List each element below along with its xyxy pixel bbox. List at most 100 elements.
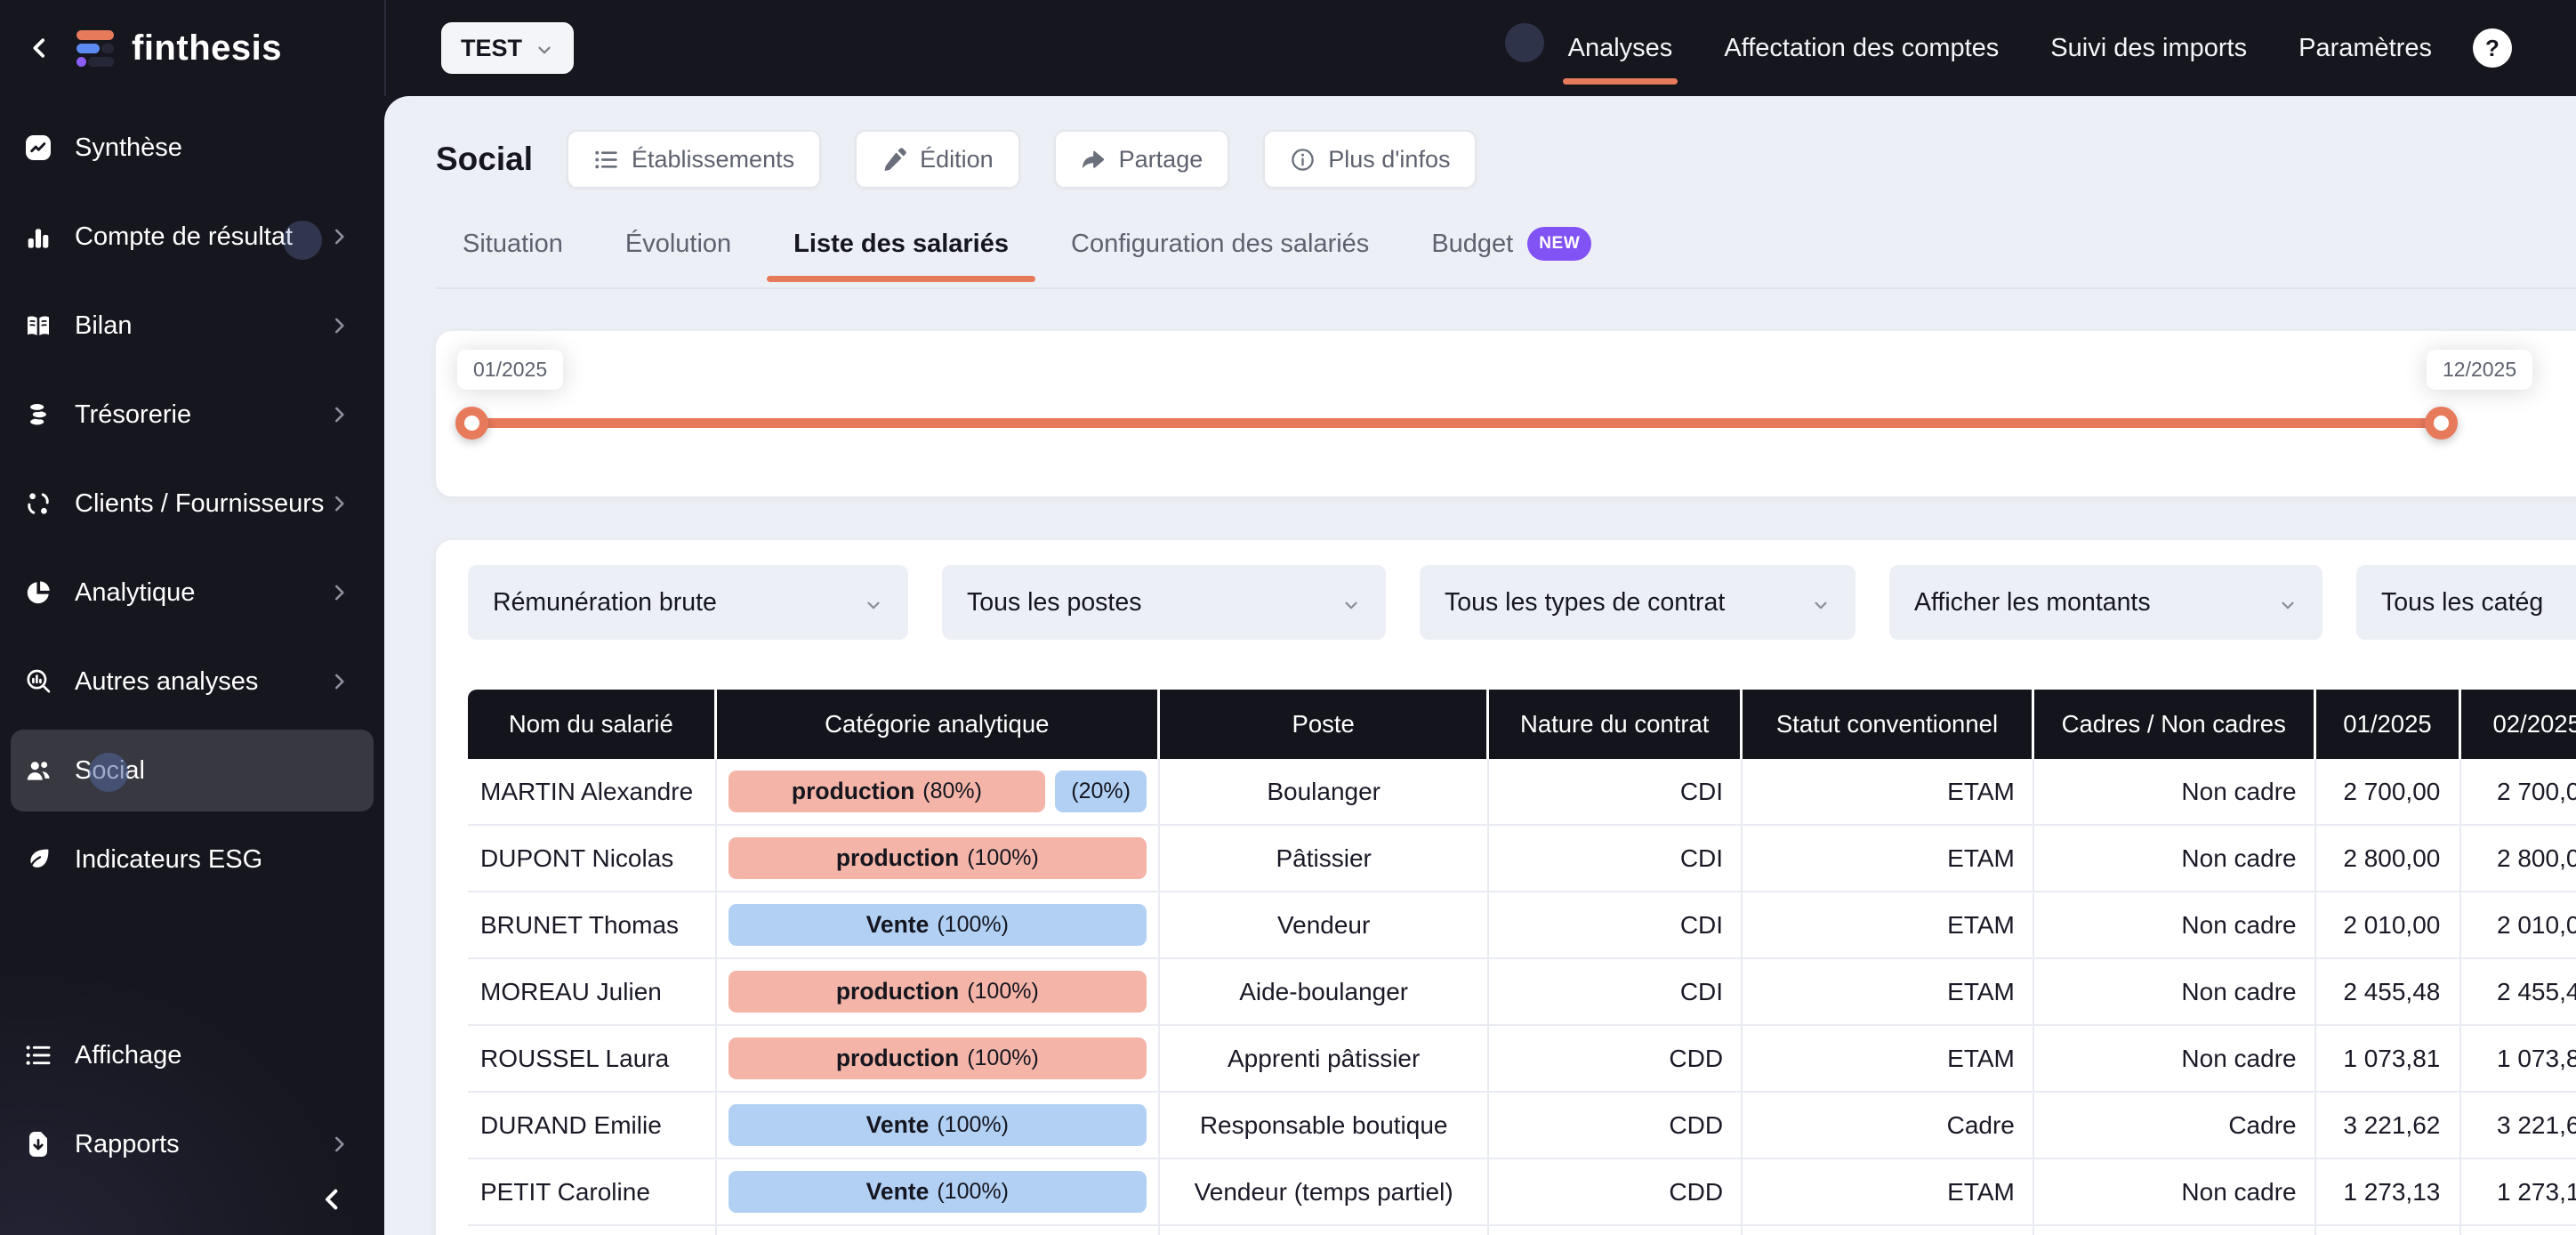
pen-icon	[881, 147, 907, 173]
period-end-label: 12/2025	[2427, 350, 2533, 390]
nav-item-parametres[interactable]: Paramètres	[2298, 33, 2432, 62]
back-chevron-icon[interactable]	[27, 35, 53, 61]
company-selector[interactable]: TEST	[441, 22, 575, 74]
period-slider-track[interactable]	[455, 407, 2458, 440]
tab-label: Liste des salariés	[793, 229, 1009, 258]
cell-amount: 1 273,13	[2461, 1159, 2576, 1226]
category-badge: production (80%)	[728, 771, 1046, 812]
sidebar-item-synthese[interactable]: Synthèse	[11, 107, 374, 189]
sidebar-item-affichage[interactable]: Affichage	[11, 1014, 374, 1096]
action-button-label: Établissements	[632, 145, 795, 173]
sidebar-item-rapports[interactable]: Rapports	[11, 1103, 374, 1185]
cell-poste: Vendeur	[1159, 892, 1490, 959]
cell-statut: ETAM	[1743, 759, 2034, 826]
tabs-bar: Situation Évolution Liste des salariés Conf…	[436, 227, 2576, 289]
filter-label: Tous les postes	[967, 587, 1142, 617]
cell-cadre: Cadre	[2033, 1093, 2316, 1159]
bar-chart-icon	[24, 222, 52, 251]
sidebar-item-analytique[interactable]: Analytique	[11, 552, 374, 634]
collapse-sidebar-chevron-icon[interactable]	[318, 1185, 347, 1214]
tab-label: Situation	[463, 229, 563, 258]
filter-select-afficher-les-montants[interactable]: Afficher les montants	[1889, 565, 2322, 640]
coins-icon	[24, 400, 52, 429]
plus-d-infos-button[interactable]: Plus d'infos	[1263, 130, 1477, 189]
cell-amount: 2 010,00	[2461, 892, 2576, 959]
category-badge-percent: (100%)	[937, 1179, 1009, 1204]
chevron-down-icon	[864, 593, 883, 612]
chevron-down-icon	[1341, 593, 1361, 612]
cell-contract-type: CDI	[1489, 826, 1743, 892]
table-row-partial	[468, 1226, 2576, 1235]
report-icon	[24, 1130, 52, 1158]
nav-item-analyses[interactable]: Analyses	[1562, 0, 1678, 96]
nav-item-suivi-des-imports[interactable]: Suivi des imports	[2050, 33, 2248, 62]
cell-amount: 2 455,48	[2315, 959, 2462, 1026]
employees-table-card: Rémunération brute Tous les postes Tous le…	[436, 540, 2576, 1235]
category-badge-percent: (100%)	[967, 845, 1039, 870]
cell-empty	[716, 1226, 1160, 1235]
nav-item-affectation-des-comptes[interactable]: Affectation des comptes	[1724, 33, 2000, 62]
cell-statut: Cadre	[1743, 1093, 2034, 1159]
column-header-nature-du-contrat: Nature du contrat	[1489, 690, 1743, 759]
filter-select-tous-les-postes[interactable]: Tous les postes	[942, 565, 1386, 640]
cell-cadre: Non cadre	[2033, 959, 2316, 1026]
tab-configuration-des-salaries[interactable]: Configuration des salariés	[1069, 227, 1371, 287]
sidebar-item-compte-de-resultat[interactable]: Compte de résultat	[11, 196, 374, 278]
sidebar-item-label: Bilan	[75, 311, 133, 340]
sidebar-item-label: Autres analyses	[75, 666, 259, 696]
topbar-brand-section: finthesis	[0, 0, 384, 96]
tab-situation[interactable]: Situation	[461, 227, 565, 287]
sidebar-item-bilan[interactable]: Bilan	[11, 285, 374, 367]
sidebar-item-autres-analyses[interactable]: Autres analyses	[11, 641, 374, 722]
cell-amount: 2 700,00	[2461, 759, 2576, 826]
partage-button[interactable]: Partage	[1053, 130, 1230, 189]
cell-amount: 2 010,00	[2315, 892, 2462, 959]
sidebar-item-social[interactable]: Social	[11, 730, 374, 811]
filter-select-tous-les-types-de-contrat[interactable]: Tous les types de contrat	[1420, 565, 1856, 640]
topbar-divider	[384, 0, 386, 96]
cell-statut: ETAM	[1743, 826, 2034, 892]
cell-poste: Apprenti pâtissier	[1159, 1026, 1490, 1093]
period-slider-handle-start[interactable]	[455, 407, 488, 440]
category-badges: Vente (100%)	[728, 1171, 1147, 1213]
tab-evolution[interactable]: Évolution	[624, 227, 733, 287]
sidebar-item-label: Affichage	[75, 1040, 182, 1070]
period-slider-handle-end[interactable]	[2425, 407, 2458, 440]
cell-poste: Vendeur (temps partiel)	[1159, 1159, 1490, 1226]
edition-button[interactable]: Édition	[855, 130, 1020, 189]
sidebar-menu: Synthèse Compte de résultat Bilan Trésoreri…	[0, 96, 384, 900]
table-header-row: Nom du salarié Catégorie analytique Poste N…	[468, 690, 2576, 759]
table-row: PETIT Caroline Vente (100%) Vendeur (temps …	[468, 1159, 2576, 1226]
tab-label: Configuration des salariés	[1071, 229, 1370, 258]
filter-label: Tous les types de contrat	[1445, 587, 1726, 617]
category-badge-label: production	[835, 844, 960, 871]
cell-amount: 2 700,00	[2315, 759, 2462, 826]
category-badge-label: Vente	[865, 1111, 930, 1138]
chevron-right-icon	[327, 314, 350, 337]
tab-budget[interactable]: Budget NEW	[1429, 227, 1593, 287]
chevron-down-icon	[2278, 593, 2298, 612]
sidebar-item-clients-fournisseurs[interactable]: Clients / Fournisseurs	[11, 463, 374, 545]
cell-contract-type: CDI	[1489, 759, 1743, 826]
sidebar-item-indicateurs-esg[interactable]: Indicateurs ESG	[11, 819, 374, 900]
category-badge-label: Vente	[865, 1178, 930, 1205]
clients-icon	[24, 489, 52, 518]
filter-select-tous-les-categ[interactable]: Tous les catég	[2356, 565, 2576, 640]
category-badge: (20%)	[1055, 771, 1147, 812]
filter-label: Afficher les montants	[1914, 587, 2151, 617]
category-badges: Vente (100%)	[728, 904, 1147, 946]
column-header-categorie-analytique: Catégorie analytique	[716, 690, 1160, 759]
cell-poste: Aide-boulanger	[1159, 959, 1490, 1026]
chevron-right-icon	[327, 1133, 350, 1156]
chevron-right-icon	[327, 492, 350, 515]
tab-liste-des-salaries[interactable]: Liste des salariés	[767, 227, 1035, 287]
category-badge: Vente (100%)	[728, 1104, 1147, 1146]
sidebar-item-tresorerie[interactable]: Trésorerie	[11, 374, 374, 456]
search-chart-icon	[24, 667, 52, 696]
cell-empty	[2033, 1226, 2316, 1235]
filter-select-remuneration-brute[interactable]: Rémunération brute	[468, 565, 908, 640]
etablissements-button[interactable]: Établissements	[567, 130, 822, 189]
help-button[interactable]: ?	[2473, 28, 2512, 68]
sidebar-item-label: Social	[75, 755, 145, 785]
